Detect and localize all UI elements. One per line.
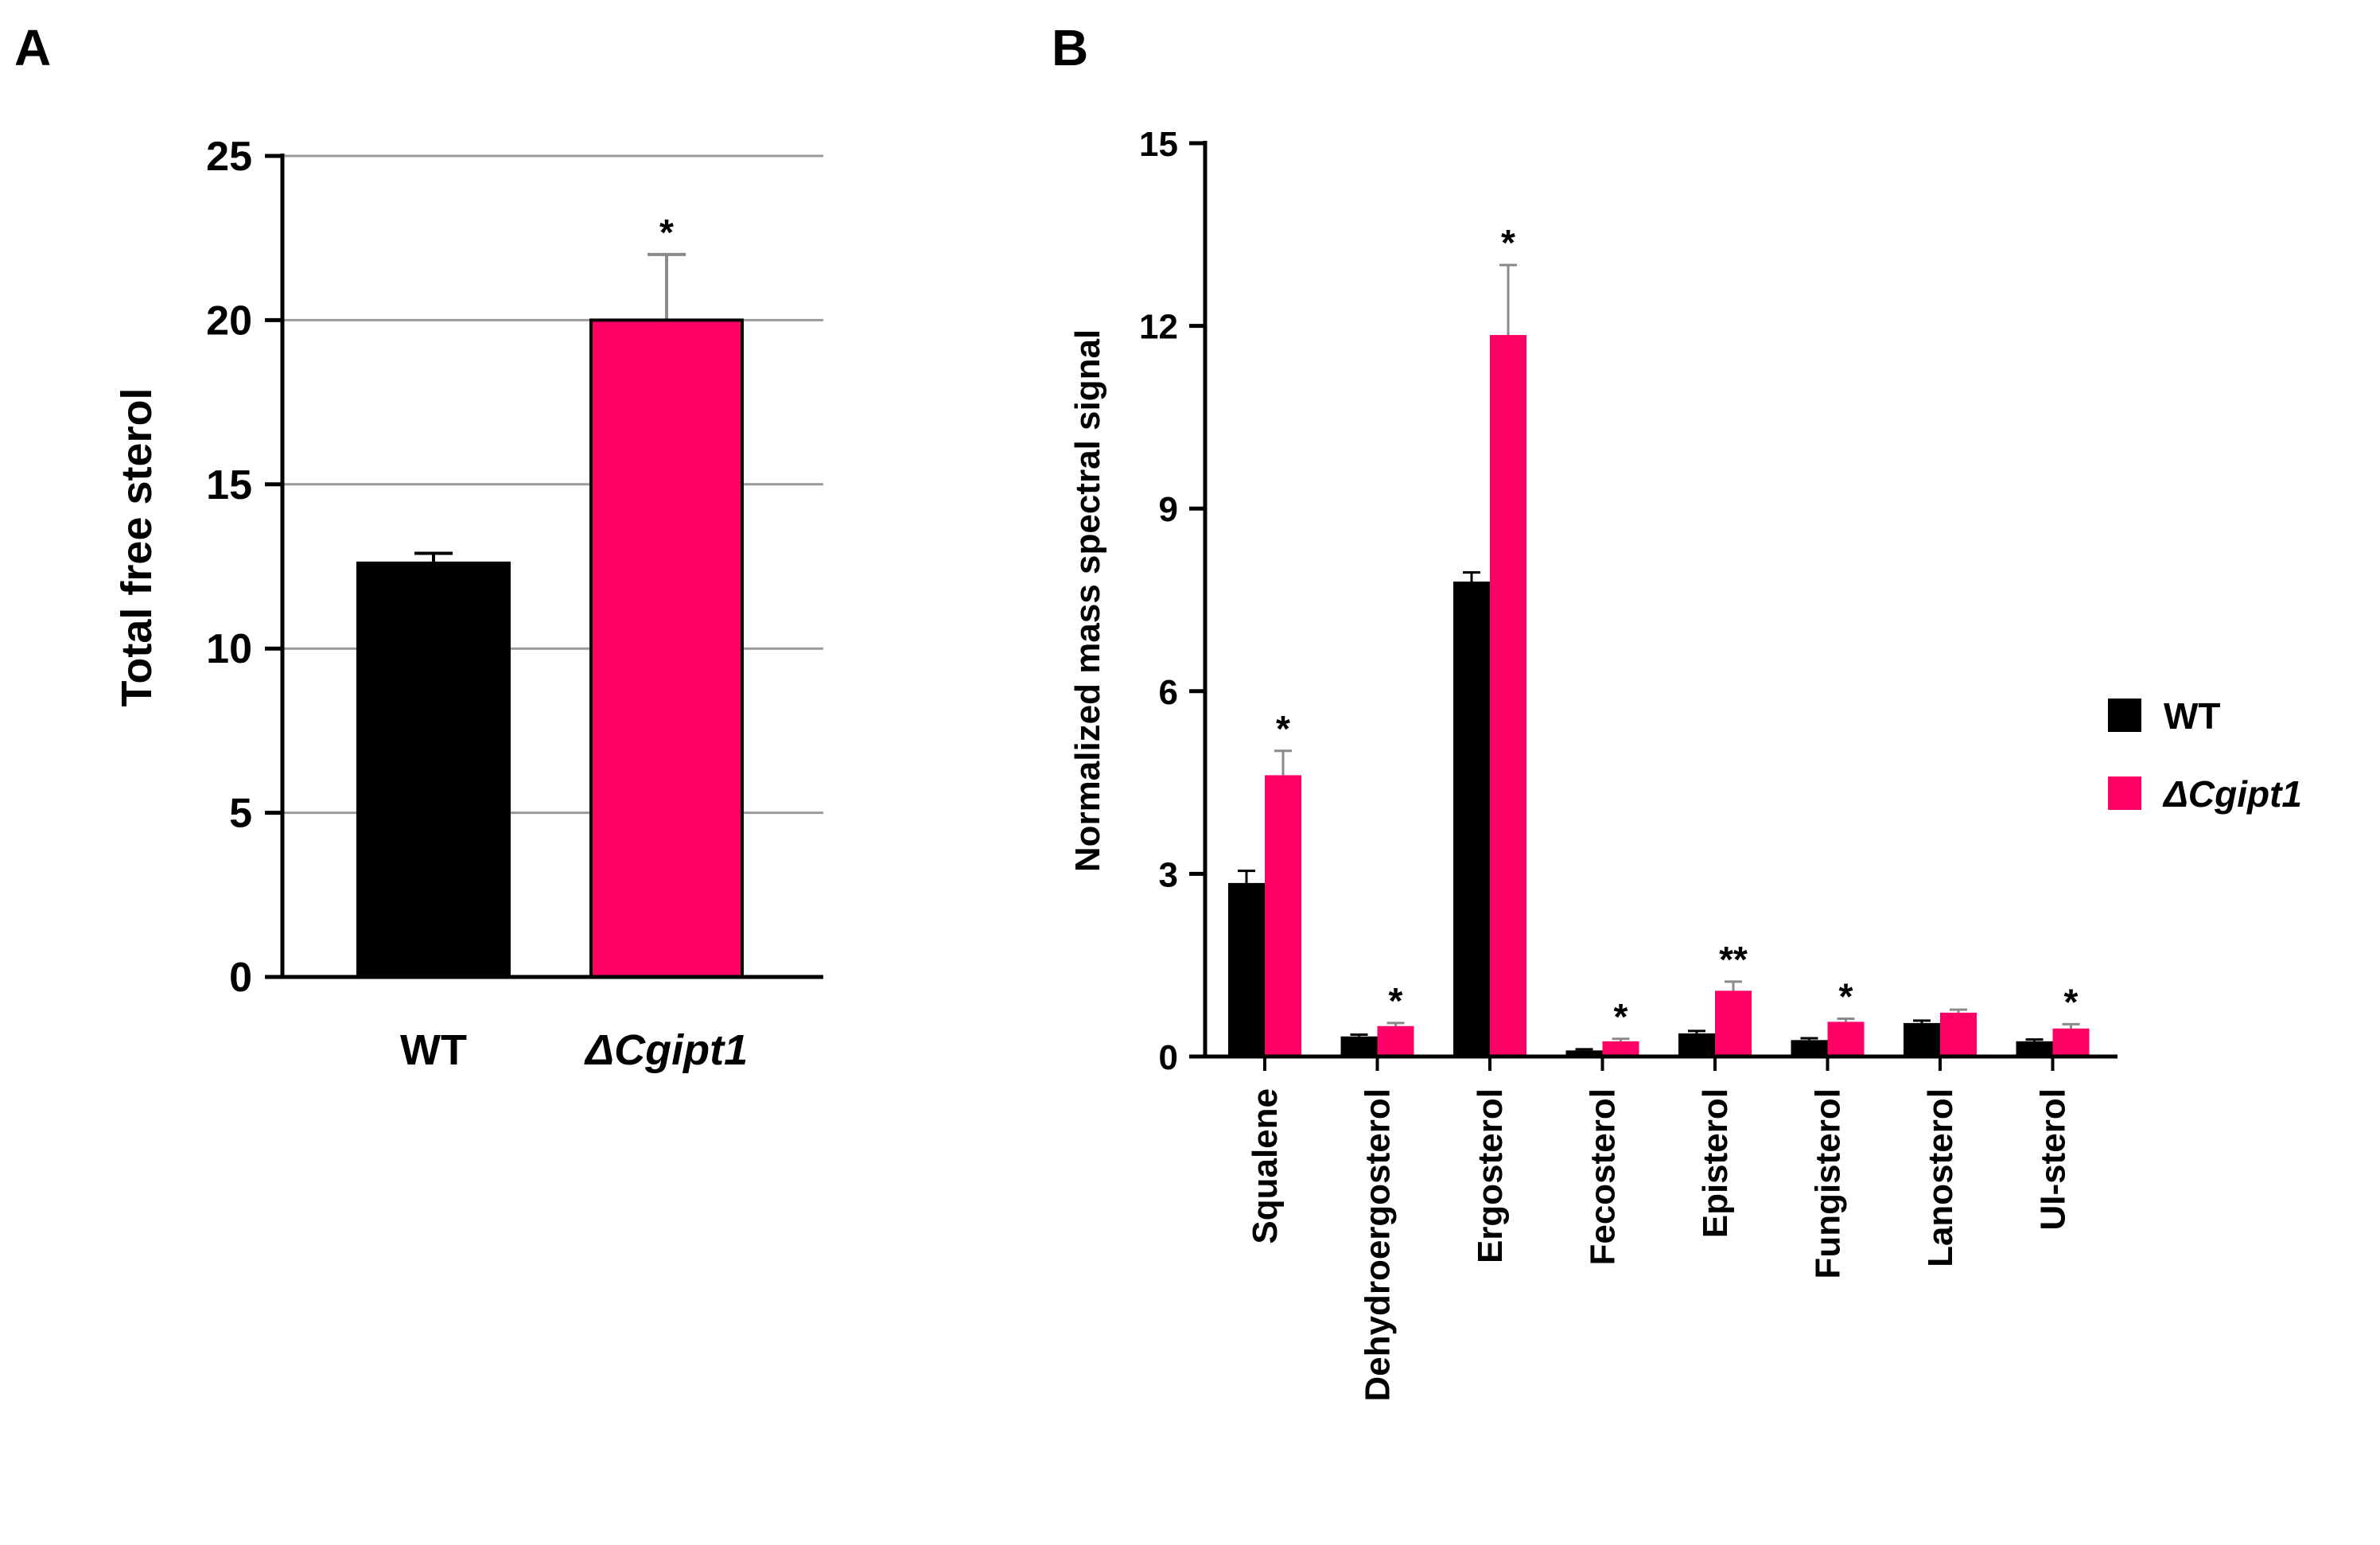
panel-a-y-axis-label: Total free sterol (113, 387, 161, 706)
category-label-b-ui-sterol: UI-sterol (2034, 1088, 2073, 1230)
legend-mutant-swatch (2108, 776, 2141, 810)
bar-b-squalene-wt (1228, 882, 1265, 1057)
tick-label-a-10: 10 (206, 626, 252, 672)
tick-label-a-5: 5 (229, 791, 252, 837)
bar-b-lanosterol-cgipt1 (1940, 1012, 1977, 1057)
category-label-b-ergosterol: Ergosterol (1471, 1088, 1510, 1263)
category-label-b-fecosterol: Fecosterol (1584, 1088, 1623, 1266)
tick-label-b-0: 0 (1159, 1038, 1178, 1077)
panel-b-y-ticks: 0 3 6 9 12 15 (1139, 125, 1205, 1077)
tick-label-b-12: 12 (1139, 308, 1178, 347)
significance-b-ergosterol: * (1501, 222, 1515, 263)
significance-b-squalene: * (1276, 708, 1290, 749)
category-label-b-lanosterol: Lanosterol (1921, 1088, 1960, 1267)
bar-a-wt (356, 561, 511, 979)
category-label-b-episterol: Episterol (1696, 1088, 1735, 1238)
panel-b-bars: ******* * (1228, 222, 2090, 1057)
bar-b-fecosterol-cgipt1 (1602, 1041, 1639, 1057)
panel-a-bars: * (356, 212, 744, 979)
bar-b-dehydroergosterol-cgipt1 (1377, 1025, 1414, 1057)
tick-label-b-9: 9 (1159, 490, 1178, 529)
panel-a-letter: A (14, 19, 51, 76)
panel-a-axes (280, 154, 823, 979)
bar-b-fungisterol-cgipt1 (1827, 1022, 1865, 1057)
tick-label-b-3: 3 (1159, 855, 1178, 894)
panel-b-x-categories: Squalene Dehydroergosterol Ergosterol Fecos… (1246, 1088, 2073, 1402)
bar-b-ui-sterol-cgipt1 (2052, 1028, 2090, 1057)
significance-b-dehydroergosterol: * (1389, 980, 1403, 1022)
category-label-a-wt: WT (400, 1026, 467, 1074)
bar-b-episterol-wt (1678, 1033, 1715, 1057)
panel-b-legend: WT ΔCgipt1 (2108, 695, 2302, 815)
tick-label-a-25: 25 (206, 134, 252, 180)
significance-a-cgipt1: * (659, 212, 674, 253)
bar-b-fecosterol-wt (1565, 1050, 1603, 1057)
significance-b-fecosterol: * (1614, 996, 1628, 1037)
legend-wt-swatch (2108, 699, 2141, 732)
legend-mutant-label: ΔCgipt1 (2162, 773, 2302, 815)
bar-b-fungisterol-wt (1791, 1040, 1828, 1057)
tick-label-a-15: 15 (206, 462, 252, 508)
tick-label-b-15: 15 (1139, 125, 1178, 164)
category-label-b-squalene: Squalene (1246, 1088, 1285, 1244)
bar-b-ui-sterol-wt (2016, 1041, 2053, 1057)
bar-b-episterol-cgipt1 (1715, 990, 1752, 1057)
significance-b-fungisterol: * (1839, 976, 1853, 1018)
panel-b-letter: B (1052, 19, 1088, 76)
panel-b-axes (1203, 141, 2118, 1071)
bar-b-lanosterol-wt (1904, 1022, 1940, 1057)
panel-a-x-categories: WT ΔCgipt1 (400, 1026, 748, 1074)
legend-wt-label: WT (2164, 695, 2221, 737)
bar-b-dehydroergosterol-wt (1340, 1036, 1378, 1057)
bar-b-ergosterol-wt (1453, 582, 1490, 1057)
bar-a-cgipt1 (589, 318, 744, 979)
tick-label-a-0: 0 (229, 955, 252, 1001)
panel-a-y-ticks: 0 5 10 15 20 25 (206, 134, 282, 1001)
significance-b-episterol: ** (1719, 939, 1748, 980)
bar-b-ergosterol-cgipt1 (1490, 335, 1526, 1057)
bar-b-squalene-cgipt1 (1265, 775, 1301, 1057)
category-label-a-cgipt1: ΔCgipt1 (584, 1026, 748, 1074)
significance-b-ui-sterol: * (2064, 981, 2079, 1022)
tick-label-a-20: 20 (206, 298, 252, 344)
panel-a: A * 0 5 10 15 20 25 WT ΔCgipt1 Total free ster… (14, 19, 823, 1074)
tick-label-b-6: 6 (1159, 673, 1178, 712)
category-label-b-dehydroergosterol: Dehydroergosterol (1359, 1088, 1398, 1402)
category-label-b-fungisterol: Fungisterol (1809, 1088, 1848, 1279)
panel-b-y-axis-label: Normalized mass spectral signal (1068, 329, 1107, 872)
